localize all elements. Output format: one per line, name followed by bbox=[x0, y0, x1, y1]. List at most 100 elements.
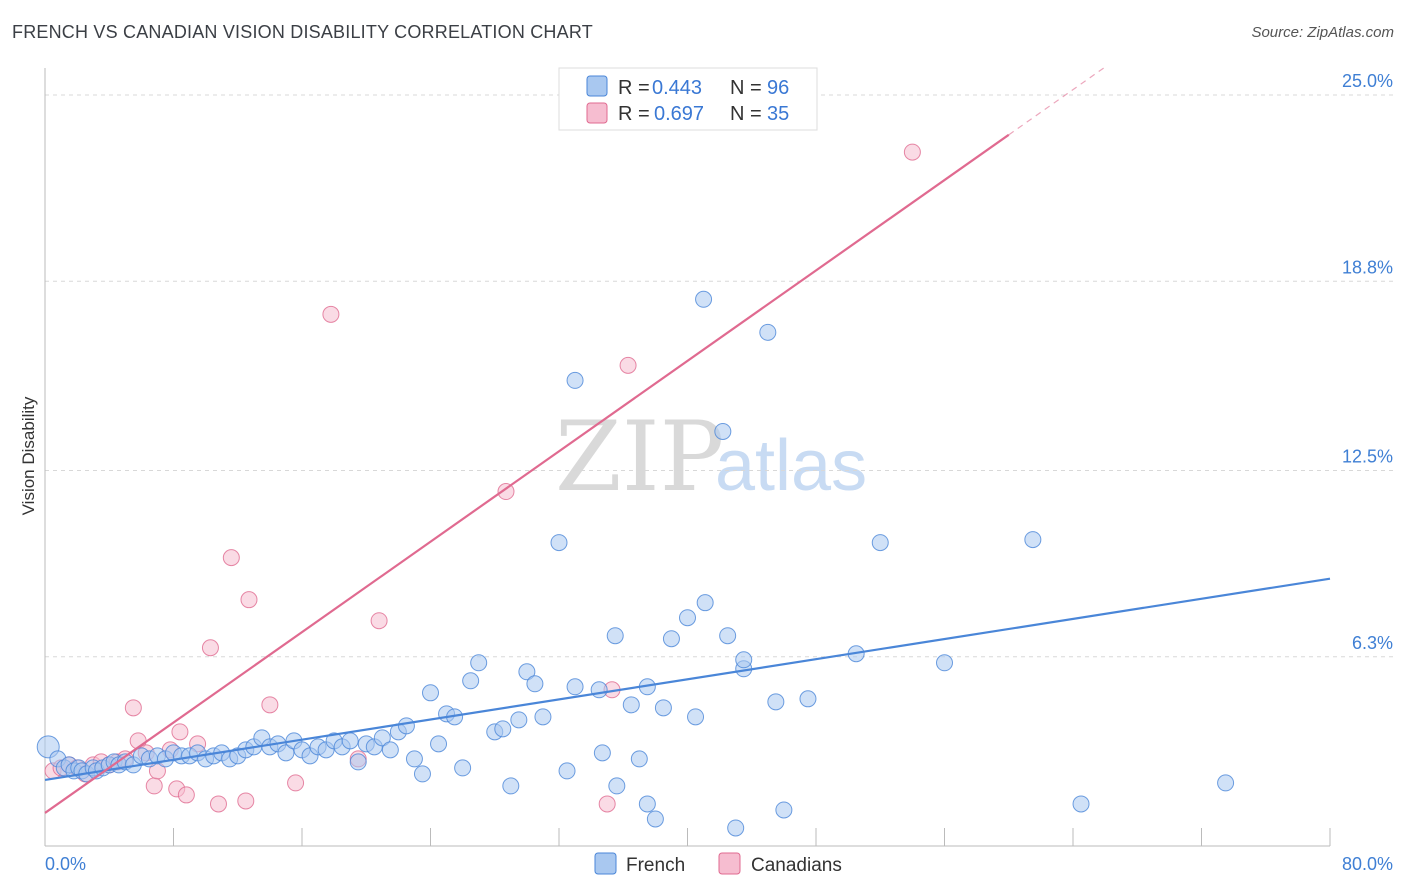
canadians-point bbox=[370, 612, 388, 630]
legend-r-label-french: R = bbox=[618, 77, 650, 99]
french-point bbox=[462, 672, 480, 690]
canadians-point bbox=[124, 699, 142, 717]
x-ticks bbox=[173, 828, 1331, 846]
bottom-legend-swatch-french bbox=[594, 852, 617, 875]
french-point bbox=[799, 690, 817, 708]
french-point bbox=[502, 777, 520, 795]
french-point bbox=[277, 744, 295, 762]
french-point bbox=[413, 765, 431, 783]
french-point bbox=[638, 795, 656, 813]
legend-r-label-canadians: R = bbox=[618, 103, 650, 125]
french-point bbox=[341, 732, 359, 750]
french-points bbox=[36, 290, 1235, 837]
source-label: Source: ZipAtlas.com bbox=[1251, 24, 1394, 41]
french-point bbox=[1024, 531, 1042, 549]
french-point bbox=[526, 675, 544, 693]
french-point bbox=[397, 717, 415, 735]
french-point bbox=[470, 654, 488, 672]
french-point bbox=[405, 750, 423, 768]
french-point bbox=[566, 371, 584, 389]
legend-r-value-canadians: 0.697 bbox=[654, 103, 704, 125]
french-point bbox=[558, 762, 576, 780]
french-point bbox=[695, 290, 713, 308]
french-point bbox=[608, 777, 626, 795]
french-point bbox=[422, 684, 439, 702]
y-tick-label: 18.8% bbox=[1342, 257, 1393, 277]
french-point bbox=[696, 594, 714, 612]
canadians-point bbox=[171, 723, 189, 741]
canadians-point bbox=[261, 696, 279, 714]
canadians-point bbox=[240, 591, 258, 609]
french-point bbox=[590, 681, 608, 699]
legend-n-label-canadians: N = bbox=[730, 103, 762, 125]
french-point bbox=[534, 708, 552, 726]
chart-title: FRENCH VS CANADIAN VISION DISABILITY COR… bbox=[12, 22, 593, 42]
french-point bbox=[622, 696, 640, 714]
french-point bbox=[662, 630, 680, 648]
french-point bbox=[775, 801, 793, 819]
french-point bbox=[349, 753, 367, 771]
watermark-zip: ZIP bbox=[555, 401, 724, 513]
french-point bbox=[871, 534, 889, 552]
french-point bbox=[1217, 774, 1235, 792]
french-point bbox=[1072, 795, 1090, 813]
french-point bbox=[727, 819, 745, 837]
canadians-point bbox=[598, 795, 616, 813]
legend-n-value-canadians: 35 bbox=[767, 103, 789, 125]
french-point bbox=[518, 663, 536, 681]
legend-n-value-french: 96 bbox=[767, 77, 789, 99]
french-point bbox=[430, 735, 448, 753]
bottom-legend-swatch-canadians bbox=[718, 852, 741, 875]
canadians-point bbox=[209, 795, 227, 813]
french-point bbox=[759, 323, 777, 341]
french-point bbox=[719, 627, 737, 645]
french-point bbox=[510, 711, 528, 729]
french-point bbox=[654, 699, 672, 717]
french-trend-line bbox=[44, 577, 1331, 782]
french-point bbox=[630, 750, 648, 768]
french-point bbox=[646, 810, 664, 828]
y-tick-label: 6.3% bbox=[1352, 633, 1393, 653]
french-point bbox=[606, 627, 624, 645]
french-point bbox=[735, 651, 753, 669]
grid-lines bbox=[45, 94, 1393, 658]
legend: R = 0.443 N = 96 R = 0.697 N = 35 bbox=[558, 67, 818, 131]
y-tick-labels: 6.3% 12.5% 18.8% 25.0% bbox=[1342, 71, 1393, 653]
french-point bbox=[550, 534, 568, 552]
canadians-point bbox=[322, 305, 340, 323]
x-tick-label-max: 80.0% bbox=[1342, 854, 1393, 874]
canadians-point bbox=[222, 549, 240, 567]
french-point bbox=[767, 693, 785, 711]
canadians-point bbox=[145, 777, 163, 795]
legend-swatch-canadians bbox=[586, 102, 608, 124]
canadians-trend-extension bbox=[1008, 67, 1105, 136]
french-point bbox=[381, 741, 399, 759]
bottom-legend-canadians: Canadians bbox=[751, 855, 842, 876]
french-point bbox=[936, 654, 953, 672]
bottom-legend-french: French bbox=[626, 855, 685, 876]
french-point bbox=[714, 422, 732, 440]
y-axis-title: Vision Disability bbox=[19, 396, 38, 515]
canadians-point bbox=[237, 792, 255, 810]
french-point bbox=[679, 609, 696, 627]
legend-r-value-french: 0.443 bbox=[652, 77, 702, 99]
canadians-point bbox=[619, 356, 637, 374]
canadians-point bbox=[903, 143, 921, 161]
x-tick-label-min: 0.0% bbox=[45, 854, 86, 874]
canadians-point bbox=[497, 483, 515, 501]
legend-swatch-french bbox=[586, 75, 608, 97]
french-point bbox=[687, 708, 705, 726]
french-point bbox=[454, 759, 472, 777]
french-point bbox=[566, 678, 584, 696]
canadians-point bbox=[287, 774, 305, 792]
y-tick-label: 25.0% bbox=[1342, 71, 1393, 91]
french-point bbox=[373, 729, 391, 747]
canadians-trend-line bbox=[44, 133, 1010, 814]
trend-lines bbox=[44, 67, 1331, 814]
watermark-atlas: atlas bbox=[715, 426, 867, 506]
canadians-point bbox=[201, 639, 219, 657]
y-tick-label: 12.5% bbox=[1342, 447, 1393, 467]
canadians-point bbox=[177, 786, 195, 804]
legend-n-label-french: N = bbox=[730, 77, 762, 99]
